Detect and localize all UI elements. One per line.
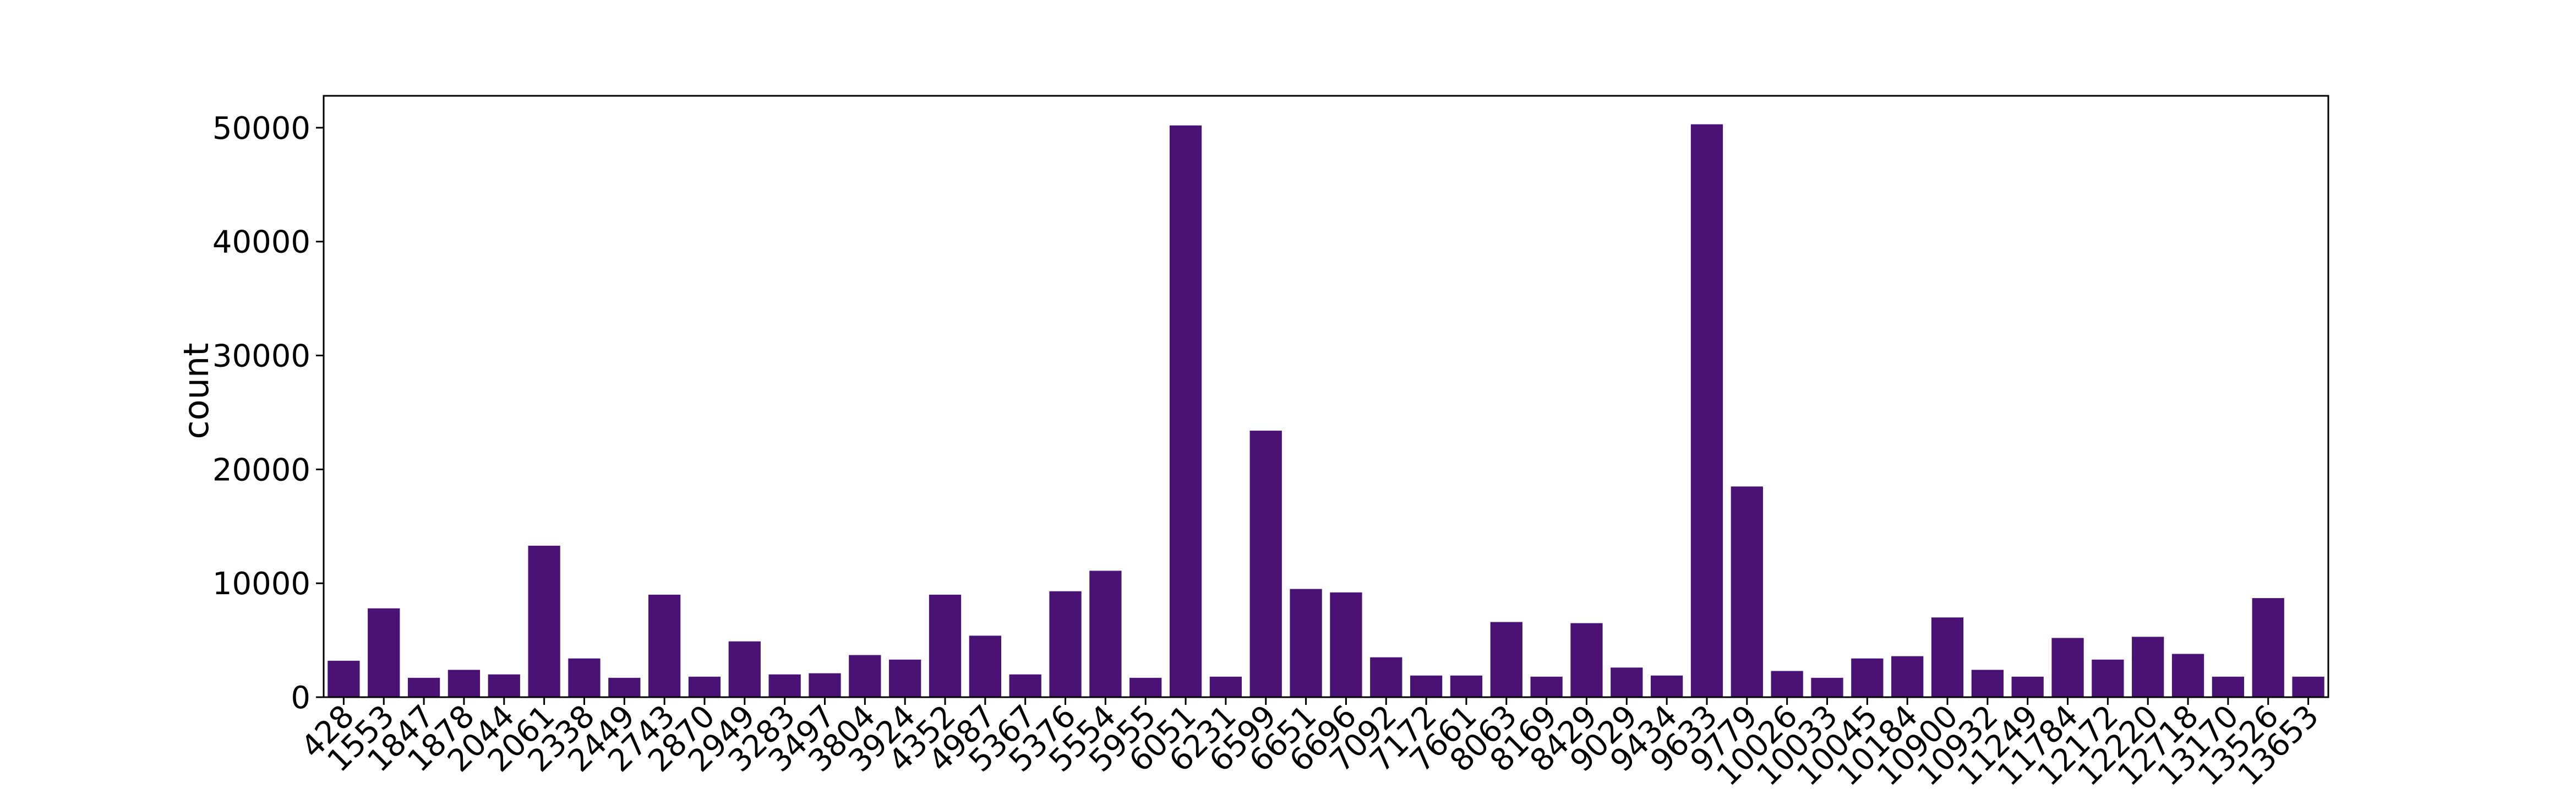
bar-2338 bbox=[568, 658, 601, 697]
bar-2449 bbox=[608, 677, 641, 697]
bar-3924 bbox=[889, 659, 921, 697]
bar-10033 bbox=[1811, 677, 1843, 697]
bar-6231 bbox=[1209, 676, 1242, 697]
bar-5367 bbox=[1009, 674, 1041, 697]
y-tick-label: 0 bbox=[291, 680, 310, 716]
bar-4352 bbox=[929, 594, 962, 697]
bar-1847 bbox=[407, 677, 440, 697]
bar-3283 bbox=[768, 674, 801, 697]
x-axis-ticks: 4281553184718782044206123382449274328702… bbox=[294, 697, 2326, 793]
bar-9434 bbox=[1651, 675, 1683, 697]
bar-12718 bbox=[2171, 654, 2204, 697]
y-tick-label: 40000 bbox=[212, 225, 310, 260]
bar-4987 bbox=[969, 636, 1001, 697]
bar-13653 bbox=[2292, 676, 2324, 697]
bar-5955 bbox=[1129, 677, 1162, 697]
bar-10045 bbox=[1851, 658, 1884, 697]
bar-5554 bbox=[1089, 571, 1122, 697]
bar-9633 bbox=[1690, 124, 1723, 698]
bar-10026 bbox=[1771, 671, 1803, 697]
bar-6599 bbox=[1249, 431, 1282, 697]
plot-frame bbox=[323, 95, 2329, 698]
bar-7172 bbox=[1410, 675, 1443, 697]
bar-13526 bbox=[2252, 598, 2284, 697]
bar-7092 bbox=[1370, 657, 1402, 697]
bar-10900 bbox=[1931, 617, 1964, 697]
y-axis-label: count bbox=[176, 343, 216, 439]
bar-9779 bbox=[1731, 486, 1763, 697]
bar-10184 bbox=[1891, 656, 1924, 697]
bar-3804 bbox=[849, 655, 881, 697]
bar-5376 bbox=[1049, 591, 1082, 697]
bar-8169 bbox=[1530, 676, 1563, 697]
bar-11249 bbox=[2011, 676, 2044, 697]
bar-1553 bbox=[368, 608, 400, 697]
bar-6651 bbox=[1290, 589, 1322, 697]
bar-6696 bbox=[1330, 592, 1362, 697]
bar-1878 bbox=[447, 670, 481, 697]
bar-2949 bbox=[728, 641, 761, 697]
bars-group bbox=[328, 124, 2324, 698]
bar-428 bbox=[328, 660, 360, 697]
bar-2044 bbox=[488, 674, 520, 697]
y-tick-label: 30000 bbox=[212, 339, 310, 374]
bar-9029 bbox=[1611, 667, 1643, 697]
bar-7661 bbox=[1450, 675, 1483, 697]
y-axis-ticks: 0 10000 20000 30000 40000 50000 bbox=[212, 111, 324, 716]
bar-8429 bbox=[1570, 623, 1603, 697]
bar-6051 bbox=[1169, 125, 1202, 697]
bar-12220 bbox=[2132, 637, 2164, 697]
y-tick-label: 50000 bbox=[212, 111, 310, 146]
bar-10932 bbox=[1971, 670, 2004, 697]
bar-2870 bbox=[688, 676, 721, 697]
bar-13170 bbox=[2212, 676, 2245, 697]
y-tick-label: 20000 bbox=[212, 452, 310, 488]
bar-2061 bbox=[528, 545, 560, 697]
bar-11784 bbox=[2051, 638, 2084, 697]
bar-8063 bbox=[1490, 622, 1522, 697]
bar-2743 bbox=[648, 594, 681, 697]
y-tick-label: 10000 bbox=[212, 566, 310, 602]
bar-12172 bbox=[2092, 659, 2124, 697]
bar-3497 bbox=[809, 673, 841, 697]
